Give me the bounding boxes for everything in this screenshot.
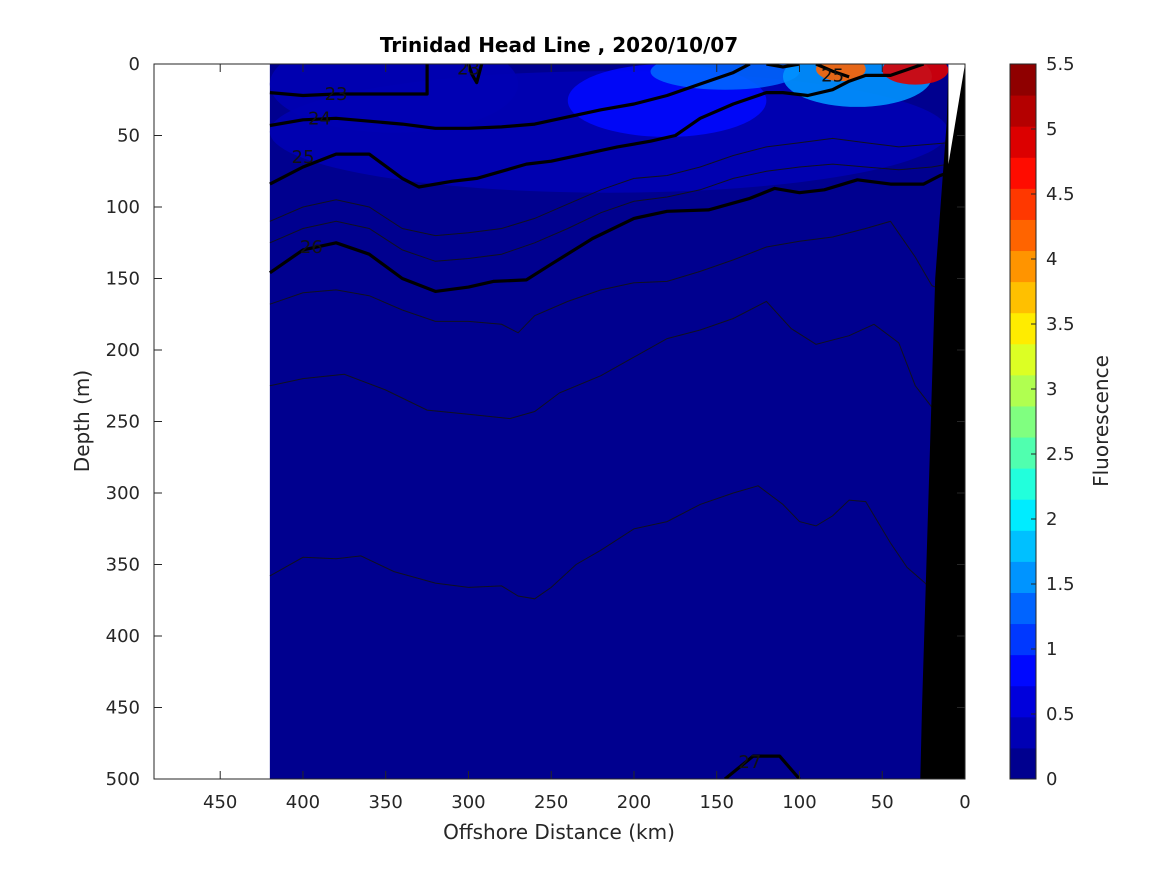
colorbar-frame xyxy=(1009,63,1037,780)
y-tick-label: 50 xyxy=(117,126,140,147)
colorbar-segment xyxy=(1010,219,1036,252)
colorbar-segment xyxy=(1010,157,1036,189)
colorbar-segment xyxy=(1010,654,1036,687)
colorbar-segment xyxy=(1010,405,1036,438)
chart-title: Trinidad Head Line , 2020/10/07 xyxy=(380,33,738,57)
x-axis-label: Offshore Distance (km) xyxy=(443,820,675,844)
colorbar-segment xyxy=(1010,623,1036,656)
fluorescence-patch xyxy=(650,64,800,90)
contour-line-25 xyxy=(269,64,925,189)
coastal-gap xyxy=(948,64,965,165)
y-tick-label: 250 xyxy=(106,412,140,433)
fluorescence-field xyxy=(269,64,949,779)
colorbar-segment xyxy=(1010,499,1036,531)
x-tick-label: 300 xyxy=(451,792,485,813)
contour-label-27: 27 xyxy=(738,752,761,773)
y-tick-label: 350 xyxy=(106,555,140,576)
contour-label-25: 25 xyxy=(292,147,315,168)
contour-label-23: 23 xyxy=(325,84,348,105)
colorbar-segment xyxy=(1010,468,1036,500)
contour-line-27 xyxy=(723,754,801,779)
colorbar: 0 0.5 1 1.5 2 2.5 3 3.5 4 4.5 5 5.5 xyxy=(1009,54,1075,790)
x-tick-label: 450 xyxy=(203,792,237,813)
contour-line-24 xyxy=(766,64,800,69)
contour-line-23 xyxy=(466,64,484,85)
colorbar-label: Fluorescence xyxy=(1089,355,1113,487)
x-tick-label: 400 xyxy=(286,792,320,813)
colorbar-tick-label: 0 xyxy=(1046,769,1057,790)
thin-contour-line xyxy=(269,137,949,237)
y-tick-label: 0 xyxy=(129,54,140,75)
thin-contour-line xyxy=(269,163,949,262)
y-tick-label: 400 xyxy=(106,626,140,647)
colorbar-segment xyxy=(1010,374,1036,407)
thin-contour-line xyxy=(269,485,936,600)
colorbar-segment xyxy=(1010,685,1036,718)
colorbar-segment xyxy=(1010,437,1036,469)
colorbar-tick-label: 1 xyxy=(1046,639,1057,660)
colorbar-segment xyxy=(1010,188,1036,220)
colorbar-tick-label: 2.5 xyxy=(1046,444,1075,465)
y-axis-label: Depth (m) xyxy=(70,370,94,472)
colorbar-segment xyxy=(1010,126,1036,158)
colorbar-tick-label: 1.5 xyxy=(1046,574,1075,595)
y-tick-label: 500 xyxy=(106,769,140,790)
contour-label-26: 26 xyxy=(300,237,323,258)
colorbar-segment xyxy=(1010,530,1036,562)
x-tick-label: 200 xyxy=(617,792,651,813)
x-tick-label: 250 xyxy=(534,792,568,813)
y-tick-label: 450 xyxy=(106,698,140,719)
colorbar-segment xyxy=(1010,250,1036,283)
x-tick-label: 100 xyxy=(782,792,816,813)
contour-line-26 xyxy=(268,171,949,293)
colorbar-segment xyxy=(1010,312,1036,345)
colorbar-segment xyxy=(1010,716,1036,749)
thin-contour-line xyxy=(269,300,946,420)
thin-contour-line xyxy=(269,220,949,334)
y-tick-label: 100 xyxy=(106,197,140,218)
axes: 450 400 350 300 250 200 150 100 50 00501001502002… xyxy=(106,54,971,813)
x-tick-label: 150 xyxy=(700,792,734,813)
colorbar-tick-label: 5.5 xyxy=(1046,54,1075,75)
fluorescence-patch xyxy=(882,64,949,85)
colorbar-tick-label: 3.5 xyxy=(1046,314,1075,335)
colorbar-tick-label: 3 xyxy=(1046,379,1057,400)
contour-label-25: 25 xyxy=(821,65,844,86)
y-tick-label: 150 xyxy=(106,269,140,290)
contour-label-24: 24 xyxy=(308,108,331,129)
colorbar-segment xyxy=(1010,343,1036,376)
colorbar-tick-label: 0.5 xyxy=(1046,704,1075,725)
colorbar-segment xyxy=(1010,64,1036,96)
seafloor-shape xyxy=(920,64,965,779)
colorbar-tick-label: 2 xyxy=(1046,509,1057,530)
colorbar-tick-label: 4.5 xyxy=(1046,184,1075,205)
y-tick-label: 200 xyxy=(106,340,140,361)
colorbar-segment xyxy=(1010,561,1036,593)
colorbar-tick-label: 4 xyxy=(1046,249,1057,270)
colorbar-segment xyxy=(1010,281,1036,314)
colorbar-segment xyxy=(1010,592,1036,625)
contour-line-25 xyxy=(815,64,850,79)
seafloor-bathymetry xyxy=(920,64,965,779)
colorbar-segment xyxy=(1010,747,1036,780)
contour-line-24 xyxy=(269,64,751,130)
y-tick-label: 300 xyxy=(106,483,140,504)
x-tick-label: 350 xyxy=(369,792,403,813)
contour-line-23 xyxy=(269,64,429,98)
x-tick-label: 50 xyxy=(871,792,894,813)
colorbar-segment xyxy=(1010,95,1036,127)
fluorescence-patch xyxy=(269,64,519,133)
x-tick-label: 0 xyxy=(959,792,970,813)
colorbar-tick-label: 5 xyxy=(1046,119,1057,140)
